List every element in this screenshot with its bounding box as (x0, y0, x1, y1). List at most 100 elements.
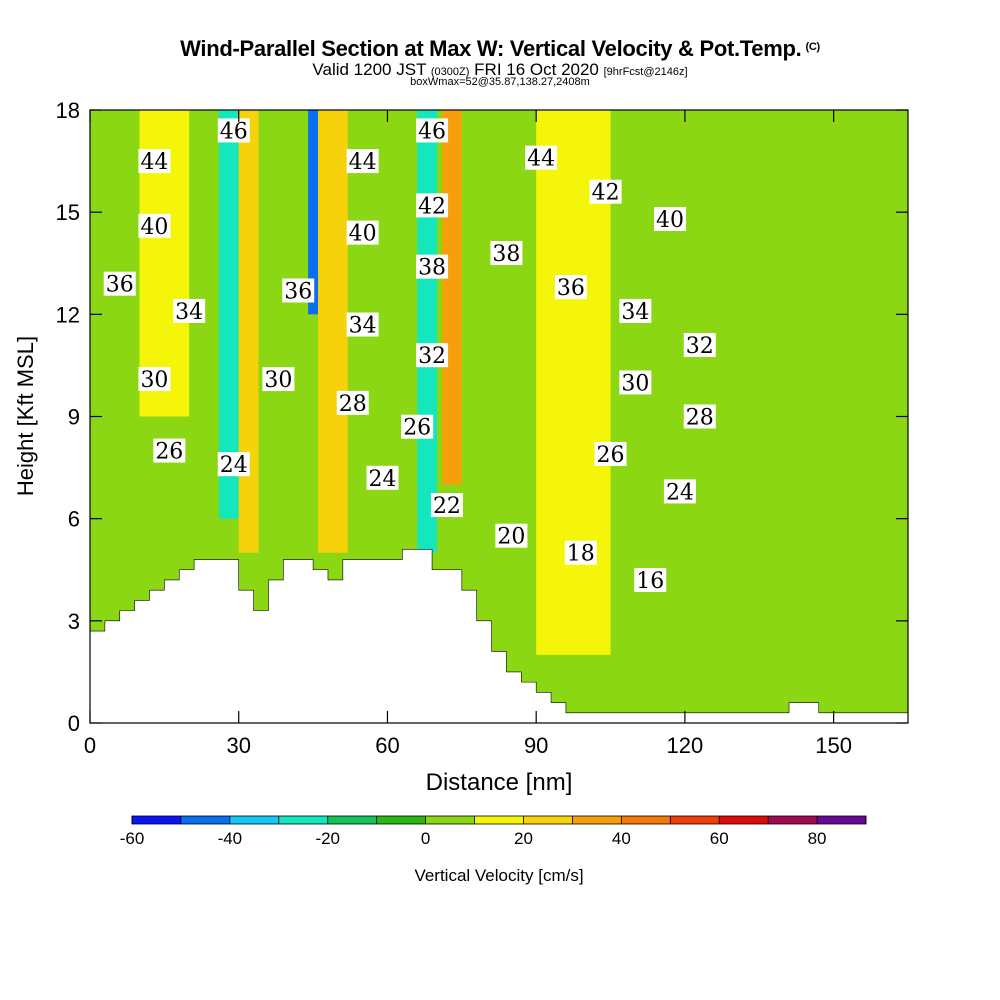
theta-label-box (346, 149, 379, 174)
theta-label-box (430, 493, 463, 518)
theta-label-box (589, 179, 622, 204)
colorbar: -60 -40 -20 0 20 40 60 80 (120, 815, 867, 848)
theta-label-box (346, 312, 379, 337)
theta-label-box (103, 271, 136, 296)
plot-area: 46 46 44 44 44 42 42 40 40 40 38 38 36 36 36 34 34 34 32 32… (90, 110, 908, 723)
colorbar-swatch (425, 816, 475, 824)
theta-label-box (654, 206, 687, 231)
colorbar-swatch (278, 816, 328, 824)
theta-label-box (619, 298, 652, 323)
theta-label: 40 (654, 206, 687, 233)
theta-label: 44 (525, 145, 558, 172)
y-tick-label: 6 (68, 507, 80, 532)
velocity-region (635, 416, 884, 723)
valid-date: FRI 16 Oct 2020 (474, 60, 599, 79)
theta-label-box (416, 193, 449, 218)
theta-label-box (366, 465, 399, 490)
x-axis-label: Distance [nm] (426, 769, 573, 796)
copyright-mark: (C) (805, 41, 820, 53)
theta-label: 26 (153, 438, 186, 465)
theta-label: 34 (619, 298, 652, 325)
velocity-region (441, 110, 462, 485)
theta-label: 28 (683, 404, 716, 431)
colorbar-swatch (523, 816, 573, 824)
valid-prefix: Valid 1200 JST (312, 60, 427, 79)
theta-label-text: 34 (621, 300, 649, 325)
theta-label-box (153, 438, 186, 463)
theta-label-text: 26 (155, 440, 183, 465)
theta-label: 40 (346, 220, 379, 247)
theta-label: 42 (589, 179, 622, 206)
theta-label: 26 (594, 441, 627, 468)
theta-label-text: 46 (418, 119, 446, 144)
theta-label: 36 (554, 275, 587, 301)
theta-label-text: 40 (140, 215, 168, 240)
theta-label-text: 34 (175, 300, 203, 325)
theta-label-box (495, 523, 528, 548)
theta-label-box (683, 332, 716, 357)
y-tick-label: 15 (56, 200, 80, 225)
theta-label-text: 32 (686, 334, 714, 359)
theta-label: 44 (138, 149, 171, 175)
velocity-region (238, 110, 259, 553)
theta-label: 38 (490, 241, 523, 267)
theta-label-text: 34 (349, 314, 377, 339)
theta-label: 16 (634, 567, 667, 594)
colorbar-swatch (180, 816, 230, 824)
theta-label: 36 (282, 278, 315, 304)
theta-label: 20 (495, 523, 528, 550)
colorbar-swatch (670, 816, 720, 824)
boxinfo-line: boxWmax=52@35.87,138.27,2408m (410, 76, 590, 88)
theta-label: 24 (366, 465, 399, 492)
colorbar-swatch (474, 816, 524, 824)
colorbar-swatch (132, 816, 181, 824)
theta-label-box (138, 367, 171, 392)
theta-label-box (401, 414, 434, 439)
theta-label: 28 (336, 390, 369, 417)
velocity-region (318, 110, 348, 553)
theta-label: 32 (683, 332, 716, 359)
colorbar-tick-label: 40 (612, 829, 631, 848)
colorbar-swatch (572, 816, 622, 824)
y-tick-label: 3 (68, 609, 80, 634)
theta-label-text: 30 (621, 371, 649, 396)
theta-label-box (173, 298, 206, 323)
colorbar-swatch (621, 816, 671, 824)
theta-label-box (619, 370, 652, 395)
x-tick-label: 0 (84, 733, 96, 758)
theta-label-text: 26 (597, 443, 625, 468)
colorbar-tick-label: -20 (315, 829, 340, 848)
theta-label: 24 (217, 452, 250, 478)
theta-label-box (564, 540, 597, 565)
theta-label-box (217, 118, 250, 143)
theta-label-box (416, 254, 449, 279)
theta-label-text: 24 (666, 480, 694, 505)
theta-label-text: 30 (264, 368, 292, 393)
theta-label: 40 (138, 213, 171, 240)
theta-label-box (490, 241, 523, 266)
forecast-info: [9hrFcst@2146z] (603, 66, 688, 78)
theta-label-box (416, 343, 449, 368)
theta-label-text: 36 (557, 276, 585, 301)
theta-label: 44 (346, 149, 379, 175)
theta-label: 36 (103, 271, 136, 298)
theta-label: 30 (262, 367, 295, 393)
y-tick-label: 0 (68, 711, 80, 736)
theta-label-text: 46 (220, 119, 248, 144)
theta-label-box (262, 367, 295, 392)
terrain-shape (90, 549, 908, 723)
theta-label-box (282, 278, 315, 303)
theta-label: 22 (430, 493, 463, 519)
theta-label-box (138, 213, 171, 238)
theta-label: 42 (416, 193, 449, 219)
theta-label: 34 (346, 312, 379, 339)
theta-label: 30 (138, 367, 171, 393)
velocity-region (308, 110, 319, 315)
theta-label-box (336, 390, 369, 415)
theta-label-text: 36 (284, 279, 312, 304)
theta-label-box (594, 441, 627, 466)
theta-label: 38 (416, 254, 449, 281)
theta-label: 46 (416, 118, 449, 144)
